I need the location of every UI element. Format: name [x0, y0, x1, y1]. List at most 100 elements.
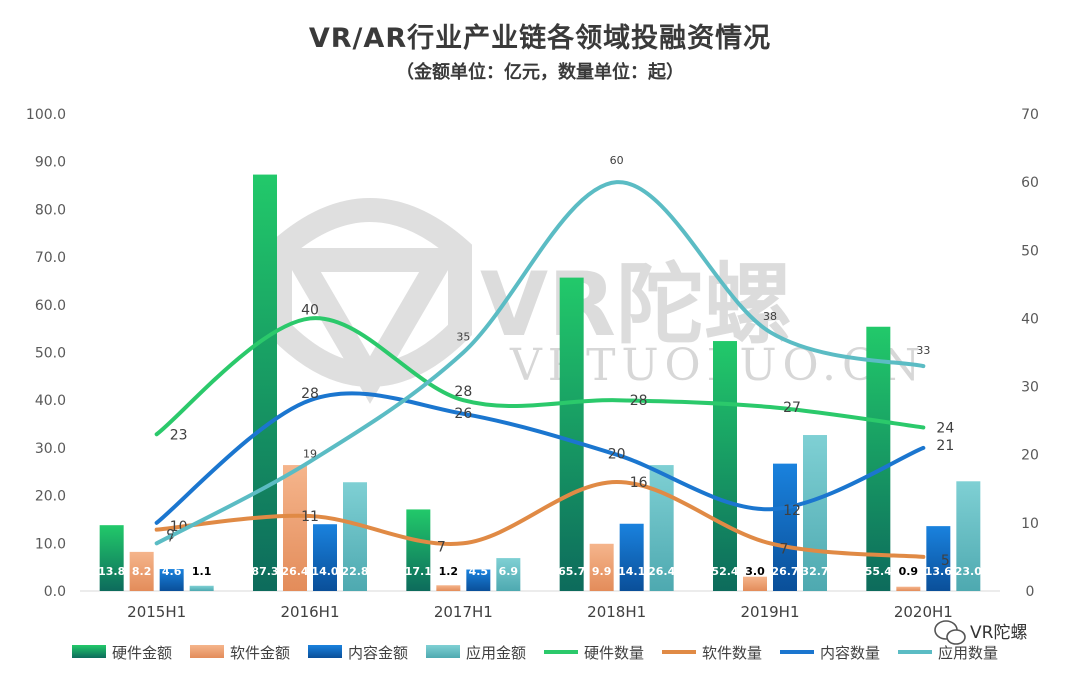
bar-label: 1.2 [439, 565, 459, 578]
line-label: 16 [630, 475, 648, 491]
line-label: 28 [454, 384, 472, 400]
bar-label: 8.2 [132, 565, 152, 578]
bar-label: 52.4 [711, 565, 738, 578]
y-right-tick: 60 [1021, 175, 1039, 191]
bar-label: 87.3 [251, 565, 278, 578]
bar-1-5 [896, 586, 921, 591]
line-label: 11 [301, 509, 319, 525]
line-label: 26 [454, 406, 472, 422]
bar-0-1 [253, 174, 277, 592]
bar-3-3 [649, 465, 674, 591]
bar-2-1 [313, 524, 337, 591]
bar-label: 14.0 [311, 565, 338, 578]
x-tick-label: 2017H1 [434, 603, 493, 621]
badge: VR陀螺 [934, 620, 1027, 645]
line-label: 28 [301, 386, 319, 402]
bar-label: 65.7 [558, 565, 585, 578]
y-right-tick: 0 [1026, 584, 1035, 600]
line-label: 28 [630, 393, 648, 409]
y-left-tick: 40.0 [35, 393, 66, 409]
legend-label: 应用金额 [466, 644, 526, 662]
line-label: 33 [916, 344, 930, 357]
y-right-tick: 20 [1021, 448, 1039, 464]
bar-1-3 [589, 543, 614, 591]
line-label: 7 [437, 539, 446, 555]
y-right-tick: 30 [1021, 380, 1039, 396]
bar-label: 6.9 [499, 565, 519, 578]
x-tick-label: 2019H1 [741, 603, 800, 621]
bar-1-2 [436, 585, 461, 591]
line-label: 35 [456, 331, 470, 344]
legend-swatch [308, 645, 342, 658]
bar-label: 17.1 [405, 565, 432, 578]
bar-2-5 [926, 526, 951, 591]
bar-2-0 [159, 569, 184, 591]
axes: 0.0 10.0 20.0 30.0 40.0 50.0 60.0 70.0 80.0 90.0 1… [26, 107, 1039, 621]
bar-3-5 [956, 481, 981, 591]
line-label: 23 [170, 427, 188, 443]
line-label: 5 [941, 553, 950, 569]
line-1 [154, 479, 926, 559]
bar-label: 26.4 [281, 565, 308, 578]
bar-label: 23.0 [955, 565, 982, 578]
bar-label: 32.7 [801, 565, 828, 578]
line-label: 24 [936, 420, 954, 436]
bar-label: 55.4 [865, 565, 892, 578]
watermark: VR陀螺 VRTUOLUO.CN [268, 198, 920, 404]
watermark-logo-icon [268, 198, 472, 404]
bar-label: 9.9 [592, 565, 612, 578]
badge-text: VR陀螺 [970, 623, 1027, 643]
bar-label: 13.6 [925, 565, 952, 578]
bar-3-0 [189, 585, 214, 591]
bar-label: 3.0 [745, 565, 765, 578]
bar-3-1 [343, 482, 367, 591]
chart-subtitle: （金额单位：亿元，数量单位：起） [396, 62, 684, 83]
legend-label: 硬件数量 [584, 644, 644, 662]
y-left-tick: 90.0 [35, 155, 66, 171]
bar-0-2 [406, 509, 431, 591]
y-left-tick: 50.0 [35, 346, 66, 362]
line-label: 20 [608, 447, 626, 463]
bar-label: 0.9 [899, 565, 919, 578]
y-left-tick: 100.0 [26, 107, 66, 123]
bar-label: 4.6 [162, 565, 182, 578]
bar-3-2 [496, 558, 521, 591]
legend-label: 内容数量 [820, 644, 880, 662]
y-left-tick: 60.0 [35, 298, 66, 314]
y-left-tick: 0.0 [44, 584, 66, 600]
y-right-tick: 70 [1021, 107, 1039, 123]
bar-0-5 [866, 326, 891, 591]
y-left-tick: 30.0 [35, 441, 66, 457]
bar-label: 26.4 [648, 565, 675, 578]
bar-label: 1.1 [192, 565, 212, 578]
y-right-tick: 40 [1021, 311, 1039, 327]
bar-label: 4.5 [469, 565, 489, 578]
bar-3-4 [803, 435, 827, 591]
legend-swatch [426, 645, 460, 658]
line-label: 7 [167, 531, 174, 544]
legend-label: 硬件金额 [112, 644, 172, 662]
bar-0-3 [559, 277, 584, 591]
bar-2-3 [619, 523, 644, 591]
bar-1-4 [743, 576, 767, 591]
x-tick-label: 2016H1 [281, 603, 340, 621]
legend: 硬件金额 软件金额 内容金额 应用金额 硬件数量 软件数量 内容数量 应用数量 [72, 644, 998, 662]
bar-label: 26.7 [771, 565, 798, 578]
y-left-tick: 70.0 [35, 250, 66, 266]
line-3 [154, 180, 926, 546]
wechat-icon [934, 620, 966, 645]
bar-0-0 [99, 525, 124, 591]
bar-label: 22.8 [341, 565, 368, 578]
chart-title: VR/AR行业产业链各领域投融资情况 [308, 23, 772, 54]
legend-label: 应用数量 [938, 644, 998, 662]
bar-0-4 [713, 341, 737, 591]
bar-1-1 [283, 465, 307, 591]
line-label: 60 [610, 154, 624, 167]
y-left-tick: 20.0 [35, 489, 66, 505]
legend-swatch [72, 645, 106, 658]
bar-2-4 [773, 463, 797, 591]
bar-label: 14.1 [618, 565, 645, 578]
y-left-tick: 80.0 [35, 202, 66, 218]
